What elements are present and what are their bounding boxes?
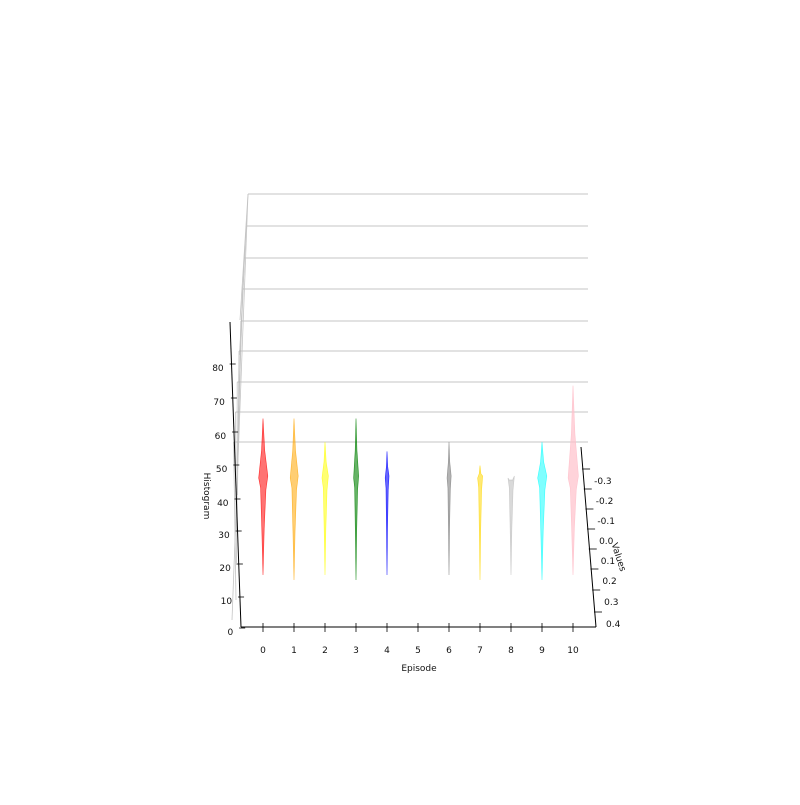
x-tick-label: 1 [291,646,297,656]
z-tick-label: 60 [215,432,227,442]
z-tick-label: 40 [217,499,229,509]
histogram-slice-episode-8 [508,476,514,575]
z-tick-label: 30 [218,531,230,541]
grid-layer [232,194,588,620]
histogram-slice-episode-2 [322,442,328,575]
x-tick-label: 7 [477,646,483,656]
x-tick-label: 0 [260,646,266,656]
histogram-slice-episode-6 [447,442,451,575]
z-tick-label: 10 [221,597,233,607]
y-tick-label: -0.3 [594,477,612,487]
histogram-slice-episode-3 [354,419,359,581]
z-tick-label: 0 [227,628,233,638]
z-tick-label: 50 [216,465,228,475]
y-tick-label: 0.3 [604,598,618,608]
y-tick-label: -0.2 [596,497,614,507]
z-tick-label: 20 [219,564,231,574]
histogram-slice-episode-9 [538,442,547,580]
z-axis-label: Histogram [201,473,211,520]
histogram-slice-episode-4 [385,451,389,575]
data-layer [259,386,579,580]
histogram-slice-episode-7 [478,466,483,581]
x-tick-label: 3 [353,646,359,656]
x-tick-label: 8 [508,646,514,656]
y-tick-label: 0.4 [606,620,621,630]
x-tick-label: 9 [539,646,545,656]
y-axis-line [581,447,596,627]
x-tick-label: 6 [446,646,452,656]
y-tick-label: 0.2 [602,577,616,587]
histogram-slice-episode-10 [568,386,578,575]
y-tick-label: -0.1 [597,517,615,527]
histogram-slice-episode-1 [290,419,298,581]
x-axis-label: Episode [401,664,437,674]
grid-line [232,194,248,620]
x-tick-label: 2 [322,646,328,656]
z-tick-label: 80 [212,364,224,374]
x-tick-label: 4 [384,646,390,656]
x-tick-label: 5 [415,646,421,656]
z-tick-label: 70 [213,398,225,408]
y-tick-label: 0.1 [601,557,615,567]
x-tick-label: 10 [567,646,579,656]
